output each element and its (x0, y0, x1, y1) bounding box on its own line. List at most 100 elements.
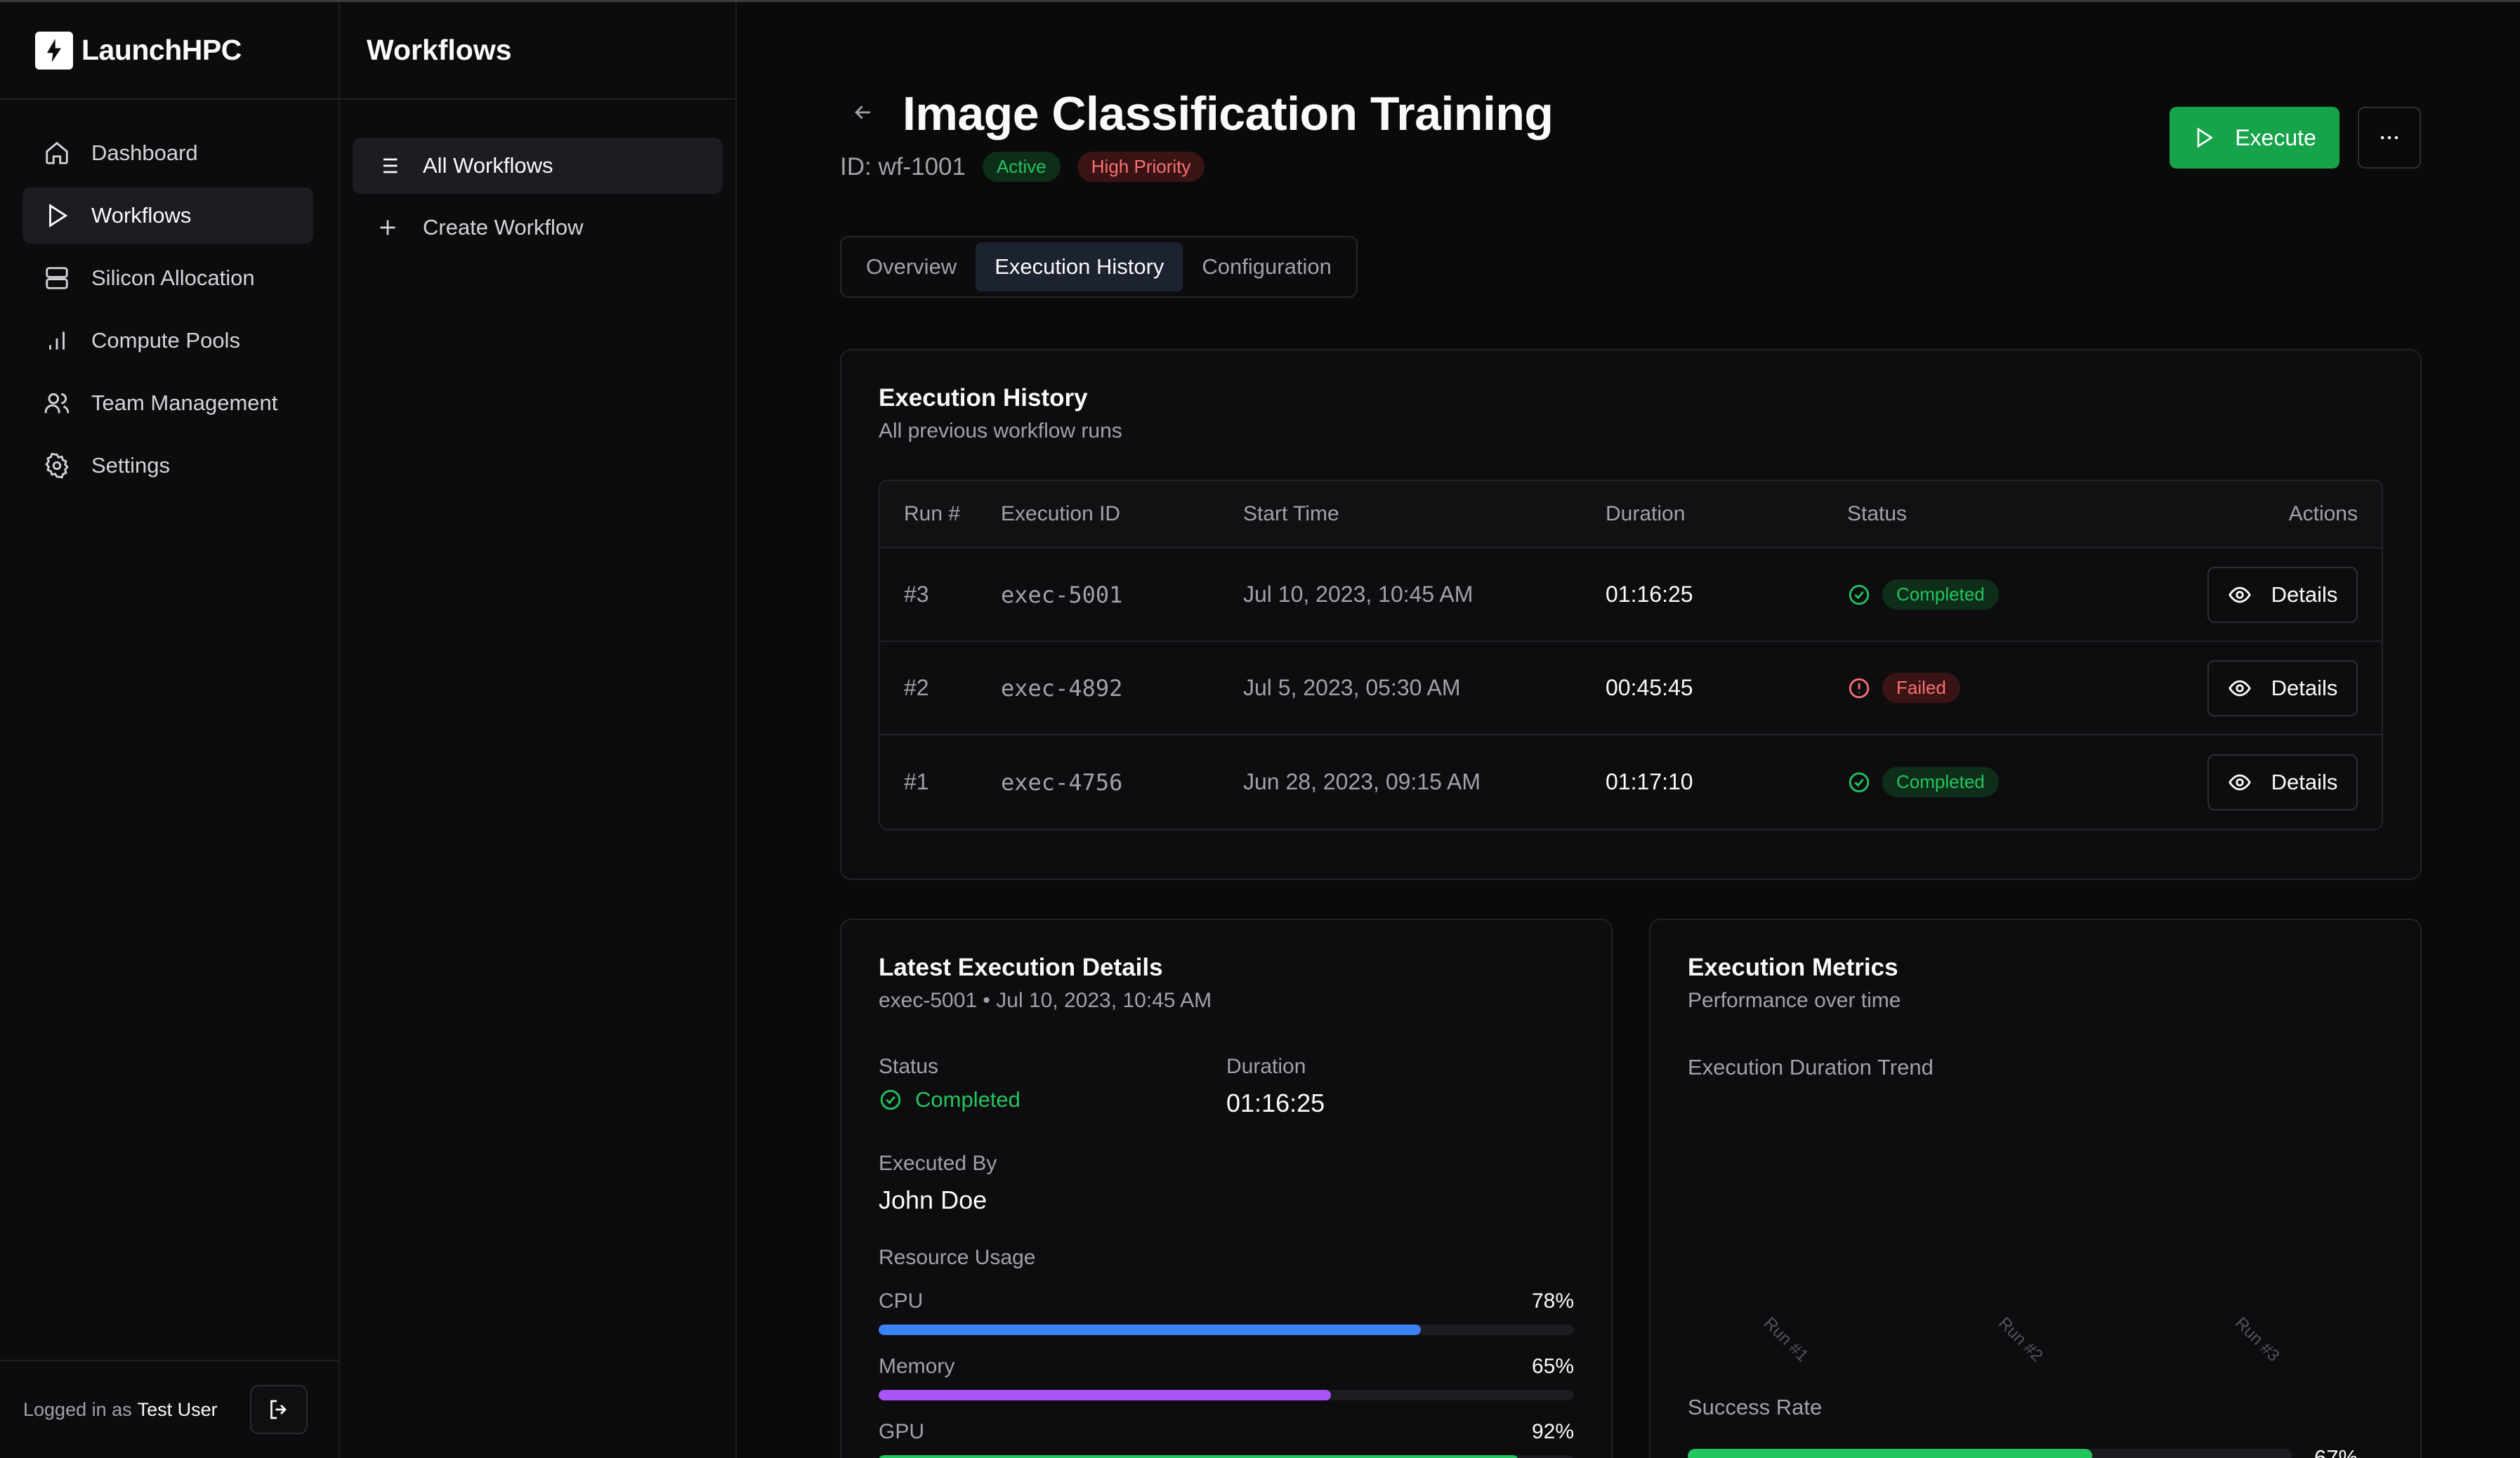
workflow-id: ID: wf-1001 (840, 152, 966, 180)
nav-item-team-management[interactable]: Team Management (22, 375, 313, 431)
nav-label-team-management: Team Management (91, 390, 278, 415)
eye-icon (2228, 586, 2251, 603)
logged-in-user: Test User (137, 1398, 218, 1420)
col-duration: Duration (1606, 502, 1686, 525)
table-header: Run # Execution ID Start Time Duration S… (880, 481, 2382, 549)
more-horizontal-icon (2380, 136, 2398, 140)
latest-kv-grid: Status Completed Duration 01:16:25 (879, 1055, 1574, 1118)
brand[interactable]: LaunchHPC (0, 2, 339, 100)
alert-circle-icon (1849, 678, 1870, 698)
primary-sidebar: LaunchHPC Dashboard Workflows Silicon Al… (0, 2, 340, 1458)
status-badge: Failed (1882, 673, 1960, 703)
cell-actions: Details (2199, 754, 2382, 810)
x-tick-label: Run #2 (1995, 1313, 2047, 1365)
tab-overview[interactable]: Overview (866, 254, 957, 279)
cell-status: Completed (1847, 767, 2199, 797)
cell-exec-id: exec-4756 (1001, 768, 1123, 796)
col-run: Run # (904, 502, 961, 525)
cell-status: Failed (1847, 673, 2199, 703)
nav-item-silicon-allocation[interactable]: Silicon Allocation (22, 250, 313, 306)
check-circle-icon (1849, 584, 1870, 605)
history-subtitle: All previous workflow runs (879, 419, 1122, 442)
details-button[interactable]: Details (2207, 566, 2358, 623)
sidebar-footer: Logged in as Test User (0, 1360, 339, 1458)
subnav-label-create-workflow: Create Workflow (423, 215, 584, 239)
nav-item-compute-pools[interactable]: Compute Pools (22, 313, 313, 369)
success-rate-value: 67% (2314, 1445, 2358, 1458)
progress-track (879, 1325, 1574, 1335)
duration-value: 01:16:25 (1226, 1089, 1325, 1117)
cell-start-time: Jul 10, 2023, 10:45 AM (1243, 582, 1474, 607)
cell-duration: 00:45:45 (1606, 675, 1693, 700)
latest-subtitle: exec-5001 • Jul 10, 2023, 10:45 AM (879, 989, 1212, 1012)
status-label: Status (879, 1055, 939, 1078)
subnav-list: All Workflows Create Workflow (340, 100, 735, 256)
main-content: Image Classification Training ID: wf-100… (737, 2, 2520, 1458)
status-value-text: Completed (915, 1087, 1021, 1112)
success-rate-label: Success Rate (1688, 1395, 1823, 1419)
col-actions: Actions (2288, 502, 2358, 525)
main-nav: Dashboard Workflows Silicon Allocation C… (0, 125, 339, 494)
details-button[interactable]: Details (2207, 754, 2358, 810)
check-circle-icon (880, 1089, 901, 1110)
details-label: Details (2271, 582, 2338, 607)
status-badge: Completed (1882, 579, 1999, 610)
eye-icon (2228, 774, 2251, 790)
x-tick-label: Run #3 (2231, 1313, 2283, 1365)
brand-logo-icon (35, 31, 73, 70)
x-tick-label: Run #1 (1760, 1313, 1812, 1365)
nav-item-dashboard[interactable]: Dashboard (22, 125, 313, 181)
kv-duration: Duration 01:16:25 (1226, 1055, 1574, 1118)
status-badge: Completed (1882, 767, 1999, 797)
nav-item-workflows[interactable]: Workflows (22, 188, 313, 244)
cell-run: #2 (904, 675, 929, 700)
subnav-item-all-workflows[interactable]: All Workflows (353, 138, 723, 194)
more-options-button[interactable] (2358, 107, 2421, 169)
subnav-item-create-workflow[interactable]: Create Workflow (353, 199, 723, 256)
back-button[interactable] (851, 100, 875, 128)
nav-label-dashboard: Dashboard (91, 140, 198, 165)
details-button[interactable]: Details (2207, 659, 2358, 716)
executed-by-value: John Doe (879, 1186, 987, 1214)
cell-status: Completed (1847, 579, 2199, 610)
progress-fill (879, 1390, 1331, 1400)
gear-icon (42, 451, 72, 480)
cell-run: #1 (904, 769, 929, 794)
progress-fill (879, 1455, 1518, 1458)
status-badge-active: Active (982, 152, 1061, 182)
logged-in-prefix: Logged in as (23, 1398, 132, 1420)
success-rate-track (1688, 1449, 2292, 1458)
resource-label: Memory (879, 1355, 955, 1378)
metrics-title: Execution Metrics (1688, 954, 1898, 981)
tab-configuration[interactable]: Configuration (1202, 254, 1332, 279)
nav-item-settings[interactable]: Settings (22, 438, 313, 494)
execution-metrics-card: Execution Metrics Performance over time … (1649, 919, 2422, 1458)
resource-row-cpu: CPU 78% (879, 1289, 1574, 1335)
latest-title: Latest Execution Details (879, 954, 1163, 981)
details-label: Details (2271, 769, 2338, 794)
tab-execution-history[interactable]: Execution History (976, 242, 1183, 291)
execute-button[interactable]: Execute (2170, 107, 2339, 169)
execute-label: Execute (2235, 124, 2316, 150)
nav-label-settings: Settings (91, 453, 171, 478)
table-row: #3 exec-5001 Jul 10, 2023, 10:45 AM 01:1… (880, 549, 2382, 642)
cell-duration: 01:17:10 (1606, 769, 1693, 794)
resource-row-gpu: GPU 92% (879, 1420, 1574, 1458)
subnav-title: Workflows (340, 2, 735, 100)
execution-table: Run # Execution ID Start Time Duration S… (879, 480, 2383, 830)
bar-chart-icon (42, 326, 72, 355)
users-icon (42, 388, 72, 418)
duration-trend-chart: Run #1 Run #2 Run #3 (1760, 1313, 2283, 1365)
success-rate-fill (1688, 1449, 2093, 1458)
details-label: Details (2271, 675, 2338, 700)
eye-icon (2228, 680, 2251, 696)
logout-button[interactable] (250, 1385, 308, 1434)
page-title: Image Classification Training (903, 87, 1554, 140)
resource-label: CPU (879, 1289, 924, 1313)
resource-usage-title: Resource Usage (879, 1246, 1036, 1269)
server-icon (42, 263, 72, 293)
plus-icon (374, 214, 402, 242)
col-start-time: Start Time (1243, 502, 1339, 525)
col-status: Status (1847, 502, 1908, 525)
check-circle-icon (1849, 772, 1870, 792)
